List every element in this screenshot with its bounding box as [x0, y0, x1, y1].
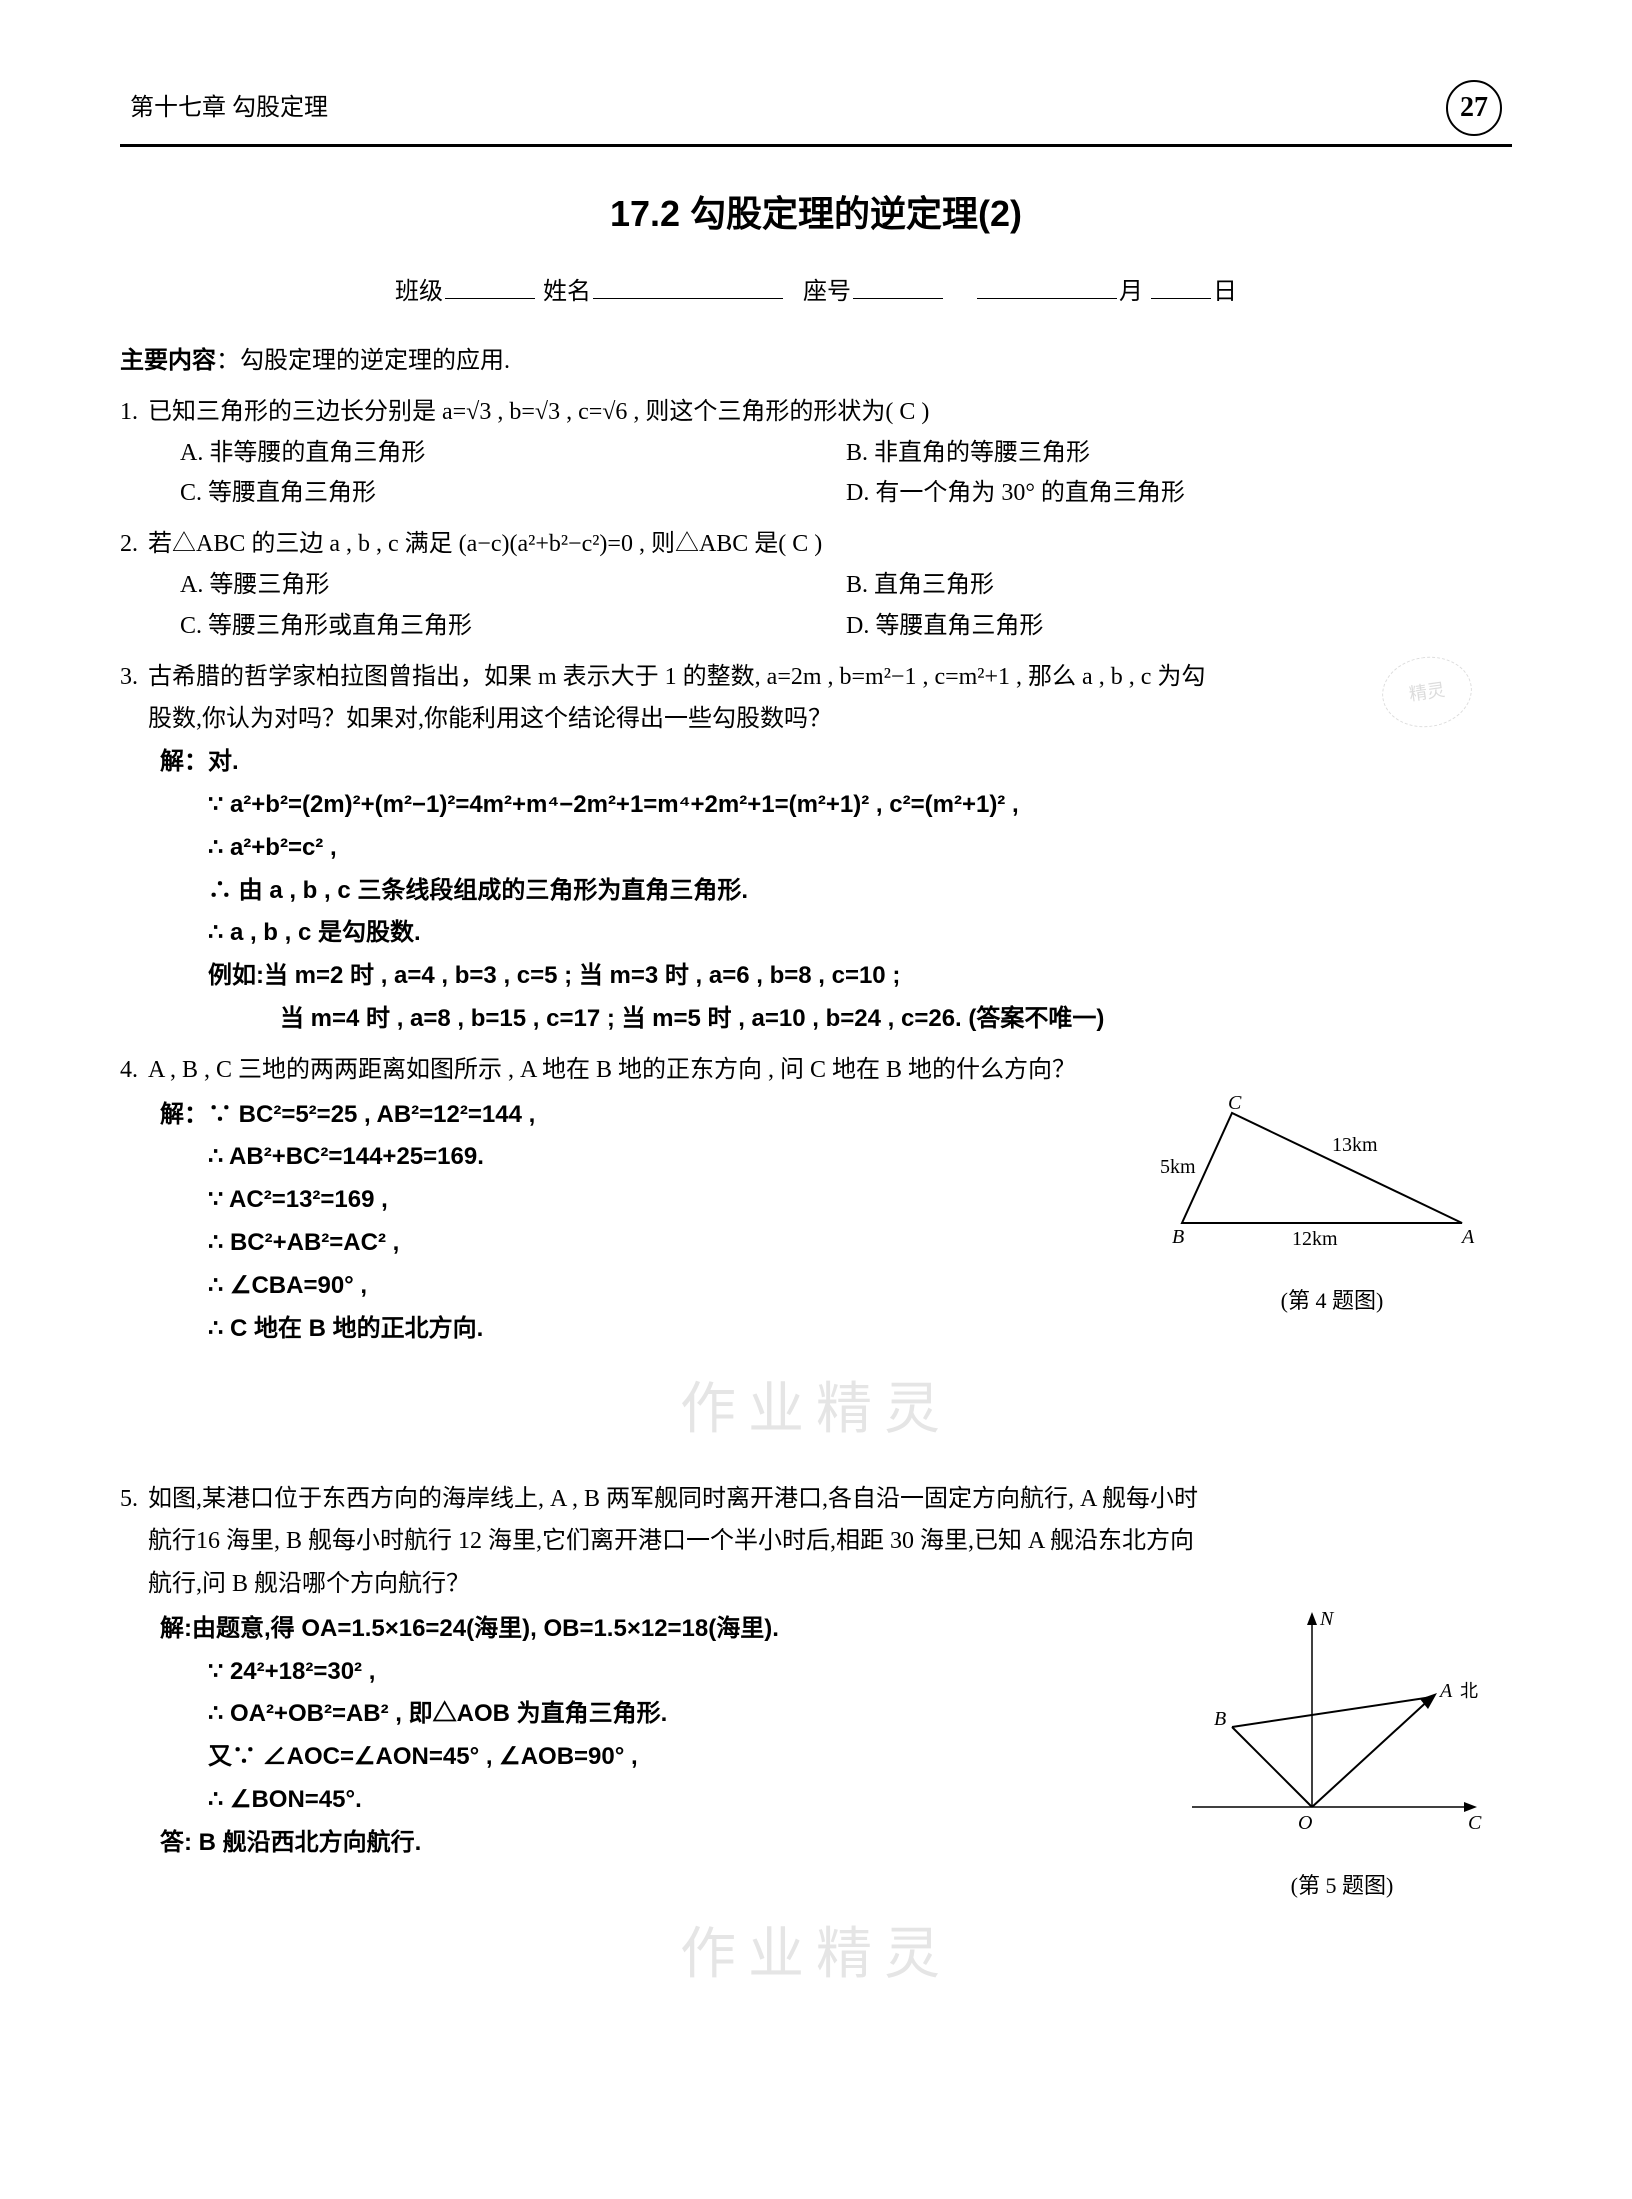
q1-num: 1.: [120, 392, 138, 433]
q5-num: 5.: [120, 1479, 138, 1520]
q5-s5: 答: B 舰沿西北方向航行.: [160, 1823, 1142, 1864]
page-number: 27: [1446, 80, 1502, 136]
q3-s3: ∴ 由 a , b , c 三条线段组成的三角形为直角三角形.: [160, 871, 1512, 912]
q4-fig-caption: (第 4 题图): [1152, 1282, 1512, 1319]
q4-s5: ∴ C 地在 B 地的正北方向.: [160, 1309, 1122, 1350]
q1-text: 已知三角形的三边长分别是 a=√3 , b=√3 , c=√6 , 则这个三角形…: [148, 399, 929, 425]
meta-line: 班级 姓名 座号 月 日: [120, 272, 1512, 313]
q1-opt-b: B. 非直角的等腰三角形: [846, 433, 1512, 474]
q5-s0: 解:由题意,得 OA=1.5×16=24(海里), OB=1.5×12=18(海…: [160, 1609, 1142, 1650]
q3-s4: ∴ a , b , c 是勾股数.: [160, 913, 1512, 954]
month-label: 月: [1119, 279, 1143, 305]
name-blank: [593, 298, 783, 299]
name-label: 姓名: [543, 279, 591, 305]
q5-fig-C: C: [1468, 1812, 1482, 1834]
seat-label: 座号: [803, 279, 851, 305]
q5-s1: ∵ 24²+18²=30² ,: [160, 1652, 1142, 1693]
q3-s2: ∴ a²+b²=c² ,: [160, 828, 1512, 869]
q3-s6: 当 m=4 时 , a=8 , b=15 , c=17 ; 当 m=5 时 , …: [160, 999, 1512, 1040]
q2-opt-c: C. 等腰三角形或直角三角形: [180, 606, 846, 647]
q4-fig-ab: 12km: [1292, 1228, 1338, 1250]
q4-fig-ac: 13km: [1332, 1134, 1378, 1156]
q4-fig-bc: 5km: [1160, 1156, 1196, 1178]
q2-text: 若△ABC 的三边 a , b , c 满足 (a−c)(a²+b²−c²)=0…: [148, 531, 822, 557]
seat-blank: [853, 298, 943, 299]
page-header: 第十七章 勾股定理 27: [120, 80, 1512, 136]
q4-fig-B: B: [1172, 1226, 1184, 1248]
q4-s0: 解：∵ BC²=5²=25 , AB²=12²=144 ,: [160, 1095, 1122, 1136]
q5-text-1: 如图,某港口位于东西方向的海岸线上, A , B 两军舰同时离开港口,各自沿一固…: [148, 1479, 1512, 1520]
q4-s2: ∵ AC²=13²=169 ,: [160, 1180, 1122, 1221]
main-content-label: 主要内容: [120, 347, 216, 374]
main-content-row: 主要内容：勾股定理的逆定理的应用.: [120, 341, 1512, 382]
q2-opt-a: A. 等腰三角形: [180, 565, 846, 606]
q4-fig-C: C: [1228, 1093, 1242, 1114]
q5-fig-N: N: [1319, 1608, 1335, 1630]
q5-fig-A: A: [1438, 1680, 1453, 1702]
q3-s0: 解：对.: [160, 742, 1512, 783]
q5-text-3: 航行,问 B 舰沿哪个方向航行？: [148, 1564, 1512, 1605]
chapter-label: 第十七章 勾股定理: [130, 88, 328, 129]
q4-s3: ∴ BC²+AB²=AC² ,: [160, 1223, 1122, 1264]
q5-text-2: 航行16 海里, B 舰每小时航行 12 海里,它们离开港口一个半小时后,相距 …: [148, 1521, 1512, 1562]
q5-figure: N A 北 B O C (第 5 题图): [1172, 1607, 1512, 1904]
q5-solution: 解:由题意,得 OA=1.5×16=24(海里), OB=1.5×12=18(海…: [120, 1609, 1142, 1864]
watermark-1: 作业精灵: [120, 1363, 1512, 1458]
q2-options: A. 等腰三角形 B. 直角三角形 C. 等腰三角形或直角三角形 D. 等腰直角…: [120, 565, 1512, 647]
q5-s2: ∴ OA²+OB²=AB² , 即△AOB 为直角三角形.: [160, 1694, 1142, 1735]
q4-figure: C B A 5km 13km 12km (第 4 题图): [1152, 1093, 1512, 1352]
question-3: 3. 古希腊的哲学家柏拉图曾指出，如果 m 表示大于 1 的整数, a=2m ,…: [120, 657, 1512, 1040]
q4-solution: 解：∵ BC²=5²=25 , AB²=12²=144 , ∴ AB²+BC²=…: [120, 1095, 1122, 1350]
question-1: 1. 已知三角形的三边长分别是 a=√3 , b=√3 , c=√6 , 则这个…: [120, 392, 1512, 514]
q4-s4: ∴ ∠CBA=90° ,: [160, 1266, 1122, 1307]
section-title: 17.2 勾股定理的逆定理(2): [120, 183, 1512, 244]
question-5: 5. 如图,某港口位于东西方向的海岸线上, A , B 两军舰同时离开港口,各自…: [120, 1479, 1512, 1905]
class-label: 班级: [395, 279, 443, 305]
q5-s3: 又∵ ∠AOC=∠AON=45° , ∠AOB=90° ,: [160, 1737, 1142, 1778]
watermark-2: 作业精灵: [120, 1908, 1512, 2003]
q1-opt-d: D. 有一个角为 30° 的直角三角形: [846, 473, 1512, 514]
question-2: 2. 若△ABC 的三边 a , b , c 满足 (a−c)(a²+b²−c²…: [120, 524, 1512, 646]
q3-text-1: 古希腊的哲学家柏拉图曾指出，如果 m 表示大于 1 的整数, a=2m , b=…: [148, 657, 1512, 698]
q3-s1: ∵ a²+b²=(2m)²+(m²−1)²=4m²+m⁴−2m²+1=m⁴+2m…: [160, 785, 1512, 826]
q3-num: 3.: [120, 657, 138, 698]
main-content-text: ：勾股定理的逆定理的应用.: [216, 348, 510, 374]
q5-fig-caption: (第 5 题图): [1172, 1867, 1512, 1904]
q4-num: 4.: [120, 1050, 138, 1091]
q5-fig-B: B: [1214, 1708, 1226, 1730]
q3-text-2: 股数,你认为对吗？如果对,你能利用这个结论得出一些勾股数吗？: [148, 699, 1512, 740]
header-divider: [120, 144, 1512, 147]
q5-s4: ∴ ∠BON=45°.: [160, 1780, 1142, 1821]
q3-solution: 解：对. ∵ a²+b²=(2m)²+(m²−1)²=4m²+m⁴−2m²+1=…: [120, 742, 1512, 1040]
month-blank: [977, 298, 1117, 299]
axes-icon: N A 北 B O C: [1172, 1607, 1492, 1847]
q1-opt-a: A. 非等腰的直角三角形: [180, 433, 846, 474]
question-4: 4. A , B , C 三地的两两距离如图所示 , A 地在 B 地的正东方向…: [120, 1050, 1512, 1352]
q1-opt-c: C. 等腰直角三角形: [180, 473, 846, 514]
q4-text: A , B , C 三地的两两距离如图所示 , A 地在 B 地的正东方向 , …: [148, 1050, 1512, 1091]
q2-opt-b: B. 直角三角形: [846, 565, 1512, 606]
class-blank: [445, 298, 535, 299]
day-label: 日: [1213, 279, 1237, 305]
q4-s1: ∴ AB²+BC²=144+25=169.: [160, 1137, 1122, 1178]
q5-fig-O: O: [1298, 1812, 1312, 1834]
q1-options: A. 非等腰的直角三角形 B. 非直角的等腰三角形 C. 等腰直角三角形 D. …: [120, 433, 1512, 515]
q5-fig-north: 北: [1460, 1681, 1478, 1701]
q2-num: 2.: [120, 524, 138, 565]
q3-s5: 例如:当 m=2 时 , a=4 , b=3 , c=5 ; 当 m=3 时 ,…: [160, 956, 1512, 997]
triangle-icon: C B A 5km 13km 12km: [1152, 1093, 1492, 1263]
day-blank: [1151, 298, 1211, 299]
q2-opt-d: D. 等腰直角三角形: [846, 606, 1512, 647]
q4-fig-A: A: [1460, 1226, 1475, 1248]
